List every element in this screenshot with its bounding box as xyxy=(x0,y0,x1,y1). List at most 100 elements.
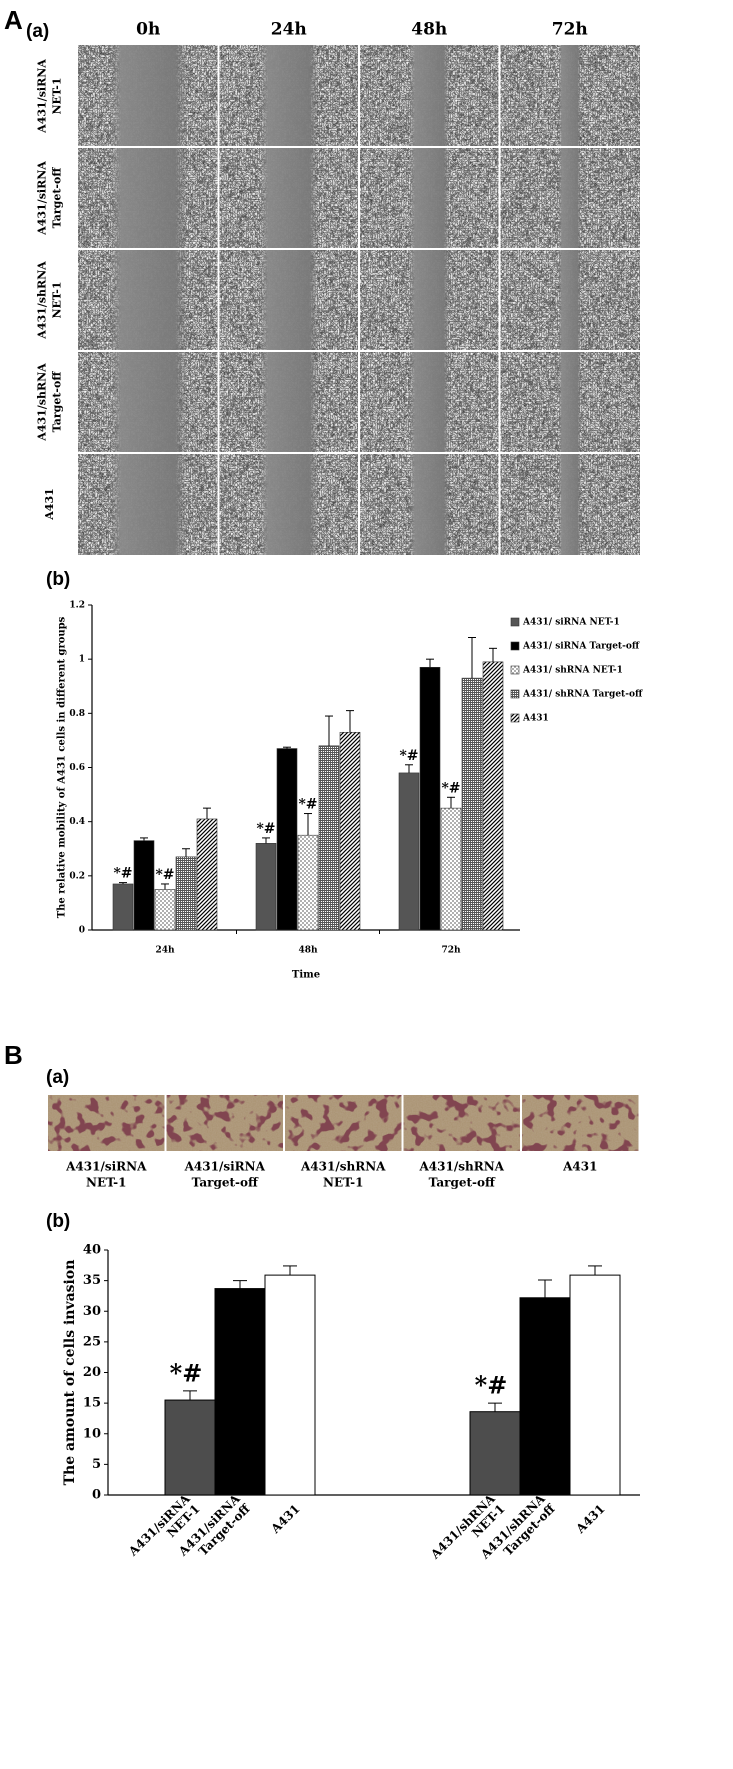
wound-area xyxy=(408,453,450,555)
bar xyxy=(255,843,277,931)
row-label: Target-off xyxy=(51,371,64,433)
y-tick-label: 40 xyxy=(83,1243,101,1258)
stained-cells xyxy=(522,1095,639,1151)
column-header: 24h xyxy=(271,20,307,40)
bar xyxy=(214,1288,266,1496)
x-tick-label: 24h xyxy=(155,946,175,956)
y-axis-label: The amount of cells invasion xyxy=(62,1260,78,1486)
wound-area xyxy=(259,249,319,351)
wound-area xyxy=(408,147,450,249)
y-tick-label: 30 xyxy=(83,1304,101,1319)
bar xyxy=(196,818,218,931)
bar xyxy=(264,1274,316,1496)
bar xyxy=(318,745,340,931)
y-tick-label: 0.6 xyxy=(69,763,85,773)
wound-area xyxy=(558,351,581,453)
annotation: *# xyxy=(256,821,275,837)
legend-swatch xyxy=(510,665,520,675)
image-label: NET-1 xyxy=(323,1176,363,1190)
legend-swatch xyxy=(510,641,520,651)
wound-area xyxy=(259,147,319,249)
y-tick-label: 1.2 xyxy=(69,601,85,611)
annotation: *# xyxy=(441,780,460,796)
legend-swatch xyxy=(510,713,520,723)
bar xyxy=(154,889,176,931)
sub-label: (a) xyxy=(46,1067,69,1088)
wound-area xyxy=(558,249,581,351)
image-label: A431/siRNA xyxy=(184,1160,266,1174)
y-tick-label: 0.4 xyxy=(69,817,85,827)
bar xyxy=(297,834,319,931)
row-label: NET-1 xyxy=(51,77,64,114)
column-header: 0h xyxy=(136,20,160,40)
y-tick-label: 0.8 xyxy=(69,709,85,719)
bar xyxy=(112,883,134,931)
row-label: A431/siRNA xyxy=(36,161,49,236)
image-label: A431 xyxy=(562,1160,597,1174)
sub-label: (b) xyxy=(46,1211,70,1232)
y-tick-label: 20 xyxy=(83,1365,101,1380)
column-header: 48h xyxy=(411,20,447,40)
wound-area xyxy=(558,453,581,555)
annotation: *# xyxy=(170,1358,203,1387)
row-label: A431 xyxy=(43,488,56,521)
stained-cells xyxy=(166,1095,283,1151)
image-label: Target-off xyxy=(429,1176,496,1190)
wound-area xyxy=(408,45,450,147)
legend-label: A431/ shRNA NET-1 xyxy=(522,666,623,676)
bar xyxy=(133,840,155,931)
panel-label: A xyxy=(4,5,23,35)
row-label: A431/siRNA xyxy=(36,59,49,134)
bar xyxy=(519,1297,571,1496)
bar xyxy=(440,807,462,931)
annotation: *# xyxy=(155,867,174,883)
wound-area xyxy=(408,249,450,351)
annotation: *# xyxy=(399,748,418,764)
y-tick-label: 25 xyxy=(83,1334,101,1349)
stained-cells xyxy=(48,1095,165,1151)
x-axis-label: Time xyxy=(292,970,320,981)
stained-cells xyxy=(285,1095,402,1151)
y-tick-label: 10 xyxy=(83,1426,101,1441)
column-header: 72h xyxy=(552,20,588,40)
wound-area xyxy=(109,147,187,249)
wound-area xyxy=(109,45,187,147)
y-tick-label: 5 xyxy=(92,1457,101,1472)
row-label: A431/shRNA xyxy=(36,363,49,442)
wound-area xyxy=(259,351,319,453)
legend-label: A431/ siRNA NET-1 xyxy=(522,618,620,628)
image-label: A431/shRNA xyxy=(300,1160,386,1174)
row-label: A431/shRNA xyxy=(36,261,49,340)
bar xyxy=(469,1411,521,1496)
x-tick-label: 48h xyxy=(298,946,318,956)
wound-area xyxy=(558,147,581,249)
y-axis-label: The relative mobility of A431 cells in d… xyxy=(57,616,68,918)
row-label: Target-off xyxy=(51,167,64,229)
bar xyxy=(482,661,504,931)
y-tick-label: 35 xyxy=(83,1273,101,1288)
annotation: *# xyxy=(475,1371,508,1400)
bar xyxy=(164,1399,216,1496)
y-tick-label: 0.2 xyxy=(69,871,85,881)
bar xyxy=(419,666,441,931)
bar xyxy=(398,772,420,931)
legend-label: A431 xyxy=(522,714,549,724)
bar xyxy=(276,748,298,931)
image-label: NET-1 xyxy=(86,1176,126,1190)
panel-label: B xyxy=(4,1040,23,1070)
wound-area xyxy=(558,45,581,147)
wound-area xyxy=(109,351,187,453)
bar xyxy=(339,731,361,931)
x-tick-label: 72h xyxy=(441,946,461,956)
annotation: *# xyxy=(113,866,132,882)
legend-swatch xyxy=(510,689,520,699)
y-tick-label: 1 xyxy=(79,655,85,665)
legend-label: A431/ siRNA Target-off xyxy=(522,642,640,652)
image-label: A431/shRNA xyxy=(419,1160,505,1174)
wound-area xyxy=(109,453,187,555)
y-tick-label: 15 xyxy=(83,1396,101,1411)
wound-area xyxy=(408,351,450,453)
y-tick-label: 0 xyxy=(92,1488,101,1503)
wound-area xyxy=(259,453,319,555)
sub-label: (a) xyxy=(26,21,49,42)
